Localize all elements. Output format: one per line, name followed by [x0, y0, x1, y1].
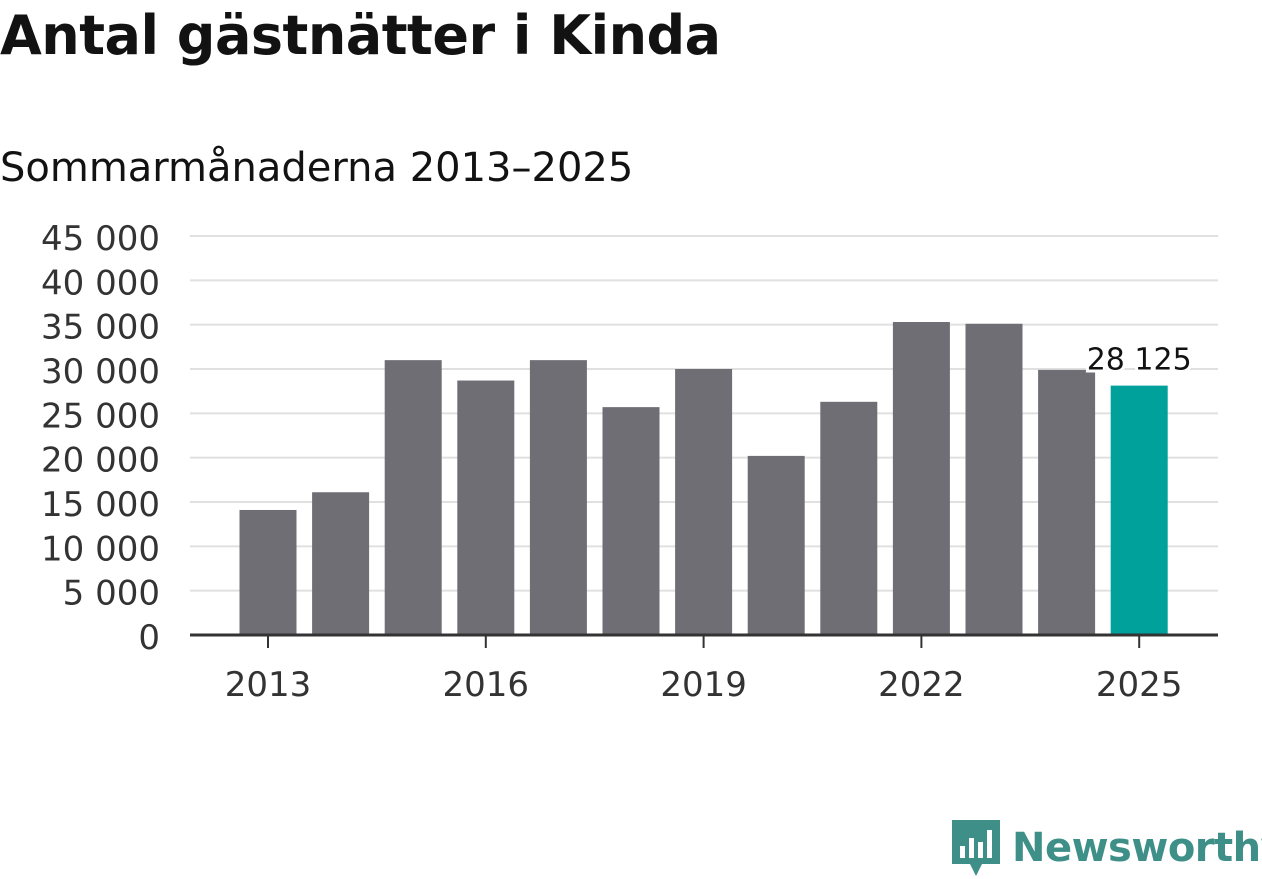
y-tick-label: 40 000 [41, 263, 160, 303]
bar [965, 323, 1023, 635]
y-tick-label: 45 000 [41, 219, 160, 259]
bar [384, 360, 442, 635]
bar-highlighted [1110, 385, 1168, 635]
x-tick-label: 2022 [878, 665, 965, 705]
bar [820, 401, 878, 635]
bar-data-label: 28 125 [1087, 343, 1192, 378]
bar [457, 380, 515, 635]
bar [529, 360, 587, 635]
x-tick-label: 2025 [1096, 665, 1183, 705]
newsworthy-logo: Newsworthy [950, 818, 1262, 878]
y-tick-label: 10 000 [41, 529, 160, 569]
y-tick-label: 35 000 [41, 308, 160, 348]
y-tick-label: 20 000 [41, 441, 160, 481]
chart-subtitle: Sommarmånaderna 2013–2025 [0, 145, 634, 191]
y-tick-label: 0 [138, 618, 160, 658]
bar [747, 455, 805, 635]
y-tick-label: 25 000 [41, 396, 160, 436]
y-tick-label: 15 000 [41, 485, 160, 525]
x-tick-label: 2016 [443, 665, 530, 705]
x-tick-label: 2019 [660, 665, 747, 705]
bar [892, 322, 950, 635]
y-tick-label: 5 000 [63, 574, 160, 614]
bar [312, 492, 370, 635]
newsworthy-logo-icon [952, 820, 1000, 876]
chart-title: Antal gästnätter i Kinda [0, 4, 721, 67]
bar [1038, 369, 1096, 635]
bar [675, 369, 733, 635]
x-tick-label: 2013 [225, 665, 312, 705]
bar [239, 509, 297, 635]
bar [602, 407, 660, 635]
y-tick-label: 30 000 [41, 352, 160, 392]
brand-name: Newsworthy [1012, 825, 1262, 871]
